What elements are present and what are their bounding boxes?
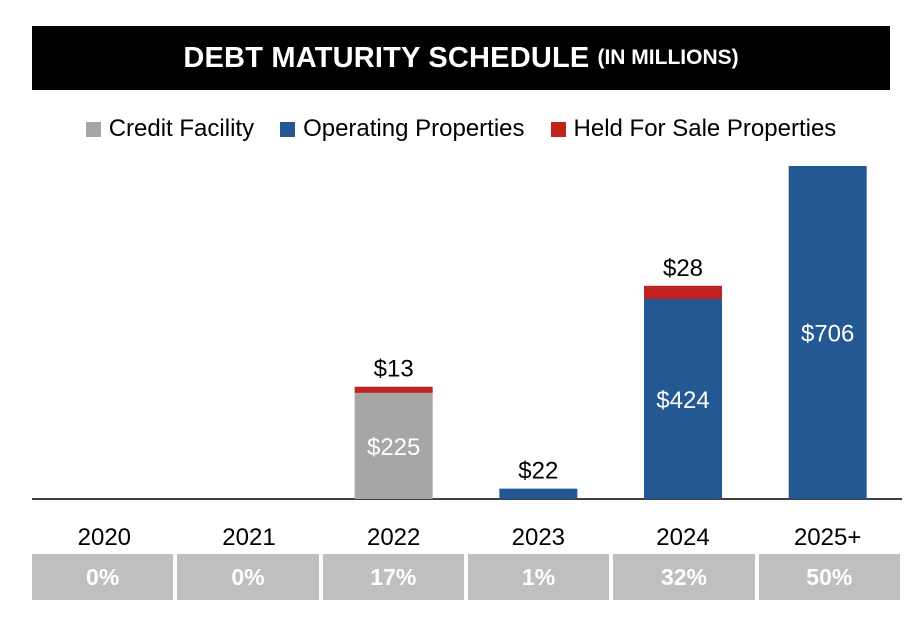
bar-held-for-sale-properties [644, 285, 722, 300]
legend-swatch-operating-properties [280, 121, 296, 137]
x-tick-label: 2021 [222, 524, 275, 551]
bar-held-for-sale-properties [354, 386, 433, 393]
legend: Credit Facility Operating Properties Hel… [0, 112, 922, 146]
chart-subtitle: (IN MILLIONS) [597, 46, 739, 69]
chart-title-bar: DEBT MATURITY SCHEDULE (IN MILLIONS) [32, 26, 890, 90]
chart-title: DEBT MATURITY SCHEDULE [183, 41, 590, 74]
x-tick-label: 2022 [367, 524, 420, 551]
x-tick-label: 2024 [656, 524, 709, 551]
bar-operating-properties [644, 299, 722, 499]
pct-cell: 50% [758, 554, 900, 600]
data-label: $22 [518, 458, 558, 485]
legend-item-operating-properties: Operating Properties [280, 115, 525, 143]
legend-label-held-for-sale: Held For Sale Properties [573, 115, 837, 142]
data-label: $28 [663, 255, 703, 282]
x-tick-label: 2023 [512, 524, 565, 551]
bar-credit-facility [354, 392, 433, 499]
legend-swatch-credit-facility [85, 121, 101, 137]
x-tick-label: 2020 [78, 524, 131, 551]
legend-swatch-held-for-sale [550, 121, 566, 137]
legend-label-credit-facility: Credit Facility [108, 115, 255, 142]
legend-label-operating-properties: Operating Properties [303, 115, 525, 142]
percentage-row: 0% 0% 17% 1% 32% 50% [32, 554, 900, 600]
pct-cell: 0% [177, 554, 319, 600]
pct-cell: 0% [32, 554, 174, 600]
bar-operating-properties [788, 166, 867, 499]
legend-item-held-for-sale: Held For Sale Properties [550, 115, 837, 143]
pct-cell: 17% [322, 554, 464, 600]
x-tick-label: 2025+ [794, 524, 861, 551]
data-label: $225 [367, 434, 420, 461]
pct-cell: 1% [467, 554, 610, 600]
bar-operating-properties [499, 488, 578, 499]
data-label: $706 [801, 321, 854, 348]
data-label: $424 [656, 387, 709, 414]
data-label: $13 [374, 356, 414, 383]
pct-cell: 32% [613, 554, 755, 600]
legend-item-credit-facility: Credit Facility [85, 115, 255, 143]
